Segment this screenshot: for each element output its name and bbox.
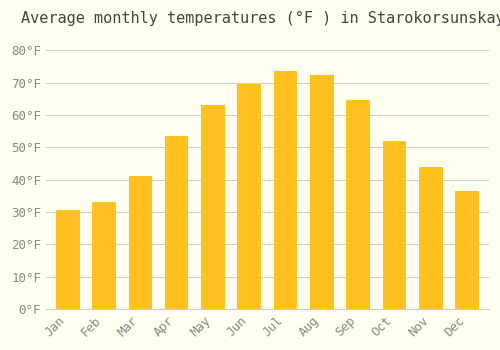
Bar [346, 100, 370, 309]
Bar [92, 202, 116, 309]
Bar [274, 71, 297, 309]
Bar [56, 210, 80, 309]
Bar [456, 191, 479, 309]
Bar [165, 136, 188, 309]
Bar [382, 141, 406, 309]
Bar [128, 176, 152, 309]
Title: Average monthly temperatures (°F ) in Starokorsunskaya: Average monthly temperatures (°F ) in St… [21, 11, 500, 26]
Bar [201, 105, 225, 309]
Bar [238, 84, 261, 309]
Bar [310, 75, 334, 309]
Bar [419, 167, 442, 309]
